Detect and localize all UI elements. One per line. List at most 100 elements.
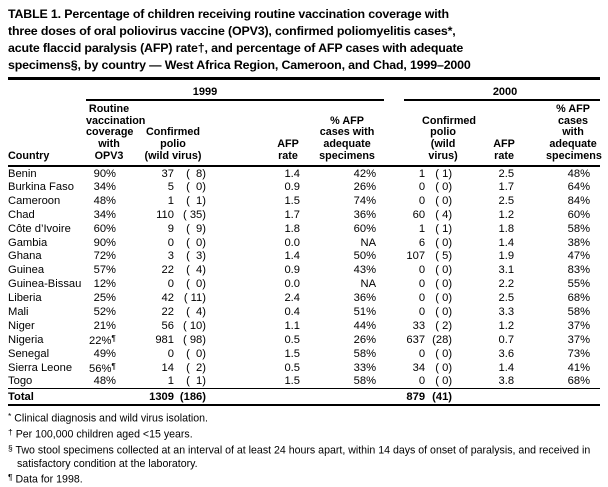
polio-cases-1999: 56 [161, 319, 174, 332]
cell-country: Gambia [8, 236, 86, 250]
total-row: Total 1309 (186) 879 (41) [8, 388, 601, 407]
specimens-1999: 42% [353, 167, 377, 180]
country-label: Senegal [8, 347, 50, 360]
polio-wild-1999: ( 10) [182, 319, 206, 332]
polio-cases-1999: 22 [161, 264, 174, 277]
cell-specimens-1999: 60% [310, 222, 384, 236]
polio-cases-2000: 0 [418, 264, 426, 277]
polio-cases-2000: 60 [412, 208, 426, 221]
cell-confirmed-polio-1999: 1309 (186) [132, 388, 244, 407]
polio-cases-2000: 637 [406, 333, 426, 346]
polio-cases-1999: 1309 [149, 390, 174, 403]
cell-confirmed-polio-1999: 981 ( 98) [132, 333, 244, 347]
afp-rate-1999: 0.9 [284, 180, 300, 193]
cell-confirmed-polio-2000: 0 ( 0) [404, 180, 464, 194]
cell-gap [384, 319, 404, 333]
country-label: Guinea-Bissau [8, 278, 82, 291]
cell-gap [384, 347, 404, 361]
afp-rate-1999: 0.4 [284, 306, 300, 318]
cell-afp-rate-2000: 2.5 [464, 291, 520, 305]
specimens-2000: 37% [567, 319, 591, 332]
afp-rate-1999: 1.5 [284, 375, 300, 388]
country-label: Ghana [8, 250, 42, 263]
cell-afp-rate-1999: 0.5 [244, 333, 310, 347]
cell-afp-rate-2000: 1.7 [464, 180, 520, 194]
cell-opv3-coverage: 49% [86, 347, 132, 361]
footnote-symbol: * [8, 411, 12, 422]
cell-specimens-1999: 58% [310, 347, 384, 361]
cell-specimens-1999: 43% [310, 263, 384, 277]
cell-afp-rate-1999: 1.7 [244, 208, 310, 222]
opv3-value: 90% [93, 236, 116, 249]
polio-cases-2000: 33 [412, 319, 426, 332]
cell-gap [384, 375, 404, 389]
cell-confirmed-polio-2000: 1 ( 1) [404, 166, 464, 180]
table-row: Guinea-Bissau 12% 0 ( 0) 0.0 NA 0 ( 0) 2.2 55% [8, 277, 600, 291]
polio-wild-2000: ( 0) [435, 361, 453, 374]
table-row: Gambia 90% 0 ( 0) 0.0 NA 6 ( 0) 1.4 38% [8, 236, 600, 250]
afp-rate-2000: 2.5 [498, 167, 515, 180]
cell-afp-rate-1999: 1.4 [244, 250, 310, 264]
footnote-marker: ¶ [111, 360, 116, 371]
polio-cases-2000: 107 [406, 250, 426, 263]
column-header-gap [384, 99, 405, 168]
cell-opv3-coverage: 57% [86, 263, 132, 277]
polio-cases-1999: 981 [155, 333, 174, 346]
opv3-value: 34% [93, 208, 116, 221]
specimens-2000: 37% [567, 333, 591, 346]
polio-cases-1999: 5 [167, 180, 174, 193]
table-row: Côte d’Ivoire 60% 9 ( 9) 1.8 60% 1 ( 1) 1.8 58% [8, 222, 600, 236]
polio-wild-2000: ( 0) [435, 180, 453, 193]
cell-specimens-2000: 47% [520, 250, 600, 264]
opv3-value: 72% [93, 250, 116, 263]
specimens-2000: 48% [567, 167, 591, 180]
column-header-opv3-coverage: Routine vaccination coverage with OPV3 [86, 99, 145, 168]
cell-specimens-2000: 83% [520, 263, 600, 277]
country-label: Niger [8, 319, 35, 332]
polio-wild-2000: ( 0) [435, 306, 453, 318]
cell-afp-rate-2000: 1.4 [464, 361, 520, 375]
specimens-1999: 60% [353, 222, 377, 235]
cell-confirmed-polio-1999: 9 ( 9) [132, 222, 244, 236]
polio-wild-2000: ( 1) [435, 222, 453, 235]
cell-confirmed-polio-1999: 37 ( 8) [132, 166, 244, 180]
polio-cases-2000: 0 [418, 194, 426, 207]
afp-rate-2000: 3.8 [498, 375, 515, 388]
specimens-2000: 47% [567, 250, 591, 263]
cell-gap [384, 236, 404, 250]
polio-cases-1999: 110 [156, 208, 174, 221]
cell-specimens-1999: 26% [310, 333, 384, 347]
table-row: Senegal 49% 0 ( 0) 1.5 58% 0 ( 0) 3.6 73% [8, 347, 600, 361]
cell-confirmed-polio-2000: 0 ( 0) [404, 194, 464, 208]
table-title: TABLE 1. Percentage of children receivin… [8, 7, 471, 72]
cell-afp-rate-1999: 0.0 [244, 277, 310, 291]
afp-rate-2000: 1.4 [498, 236, 515, 249]
polio-wild-2000: ( 4) [435, 208, 453, 221]
cell-country: Togo [8, 375, 86, 389]
opv3-value: 56% [89, 362, 112, 375]
cell-confirmed-polio-2000: 0 ( 0) [404, 263, 464, 277]
polio-wild-2000: ( 0) [435, 347, 453, 360]
column-header-confirmed-polio-1999: Confirmed polio (wild virus) [132, 99, 244, 168]
specimens-1999: 26% [353, 333, 377, 346]
cell-afp-rate-2000: 0.7 [464, 333, 520, 347]
country-label: Sierra Leone [8, 361, 73, 374]
polio-wild-2000: ( 1) [435, 167, 453, 180]
table-row: Chad 34% 110 ( 35) 1.7 36% 60 ( 4) 1.2 60% [8, 208, 600, 222]
column-header-confirmed-polio-2000: Confirmed polio (wild virus) [404, 99, 476, 168]
cell-opv3-coverage: 48% [86, 194, 132, 208]
table-row: Sierra Leone 56%¶ 14 ( 2) 0.5 33% 34 ( 0) 1.4 41% [8, 361, 600, 375]
specimens-1999: 74% [353, 194, 377, 207]
cell-confirmed-polio-1999: 110 ( 35) [132, 208, 244, 222]
cell-confirmed-polio-2000: 34 ( 0) [404, 361, 464, 375]
afp-rate-2000: 1.2 [498, 208, 515, 221]
cell-opv3-coverage: 60% [86, 222, 132, 236]
specimens-2000: 73% [567, 347, 591, 360]
country-label: Liberia [8, 292, 42, 305]
country-label: Togo [8, 375, 33, 388]
polio-cases-2000: 1 [418, 167, 426, 180]
cell-afp-rate-2000: 3.3 [464, 305, 520, 319]
opv3-value: 25% [93, 292, 116, 305]
cell-specimens-2000: 55% [520, 277, 600, 291]
